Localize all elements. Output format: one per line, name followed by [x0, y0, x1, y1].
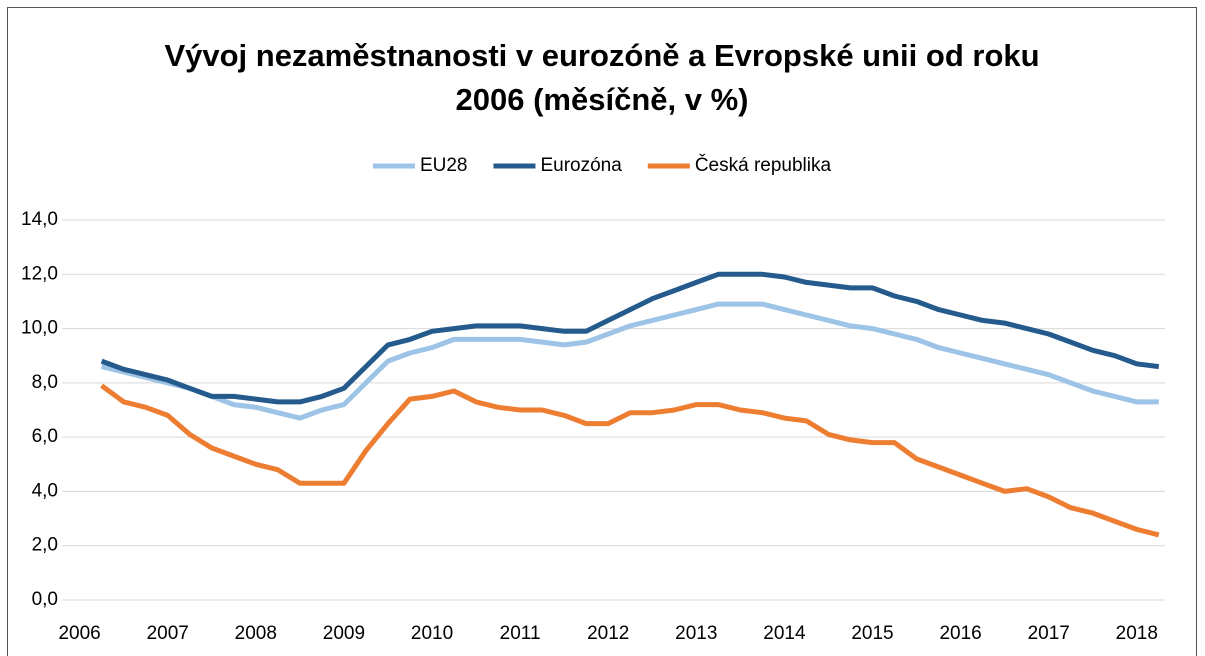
- chart-title: Vývoj nezaměstnanosti v eurozóně a Evrop…: [164, 38, 1040, 117]
- y-tick-label: 0,0: [32, 589, 58, 610]
- y-tick-label: 6,0: [32, 426, 58, 447]
- x-tick-label: 2018: [1116, 623, 1158, 644]
- x-tick-label: 2011: [500, 623, 541, 644]
- y-tick-label: 2,0: [32, 535, 58, 556]
- y-tick-label: 4,0: [32, 480, 58, 501]
- legend-label: Eurozóna: [540, 155, 622, 176]
- x-tick-label: 2016: [939, 623, 981, 644]
- x-tick-label: 2012: [587, 623, 629, 644]
- x-tick-label: 2017: [1028, 623, 1070, 644]
- x-tick-label: 2008: [235, 623, 277, 644]
- x-tick-label: 2006: [58, 623, 100, 644]
- x-tick-label: 2009: [323, 623, 365, 644]
- legend-label: Česká republika: [695, 154, 832, 176]
- x-tick-label: 2010: [411, 623, 453, 644]
- x-tick-label: 2014: [763, 623, 806, 644]
- x-tick-label: 2015: [851, 623, 893, 644]
- y-tick-label: 12,0: [21, 263, 58, 284]
- series-line: [100, 271, 1160, 405]
- legend-label: EU28: [420, 155, 468, 176]
- chart-border: [7, 7, 1197, 656]
- x-tick-label: 2013: [675, 623, 717, 644]
- x-tick-label: 2007: [147, 623, 189, 644]
- series-line: [100, 383, 1160, 538]
- y-tick-label: 8,0: [32, 372, 58, 393]
- series-line: [101, 301, 1159, 421]
- y-tick-label: 10,0: [21, 318, 58, 339]
- y-tick-label: 14,0: [21, 209, 58, 230]
